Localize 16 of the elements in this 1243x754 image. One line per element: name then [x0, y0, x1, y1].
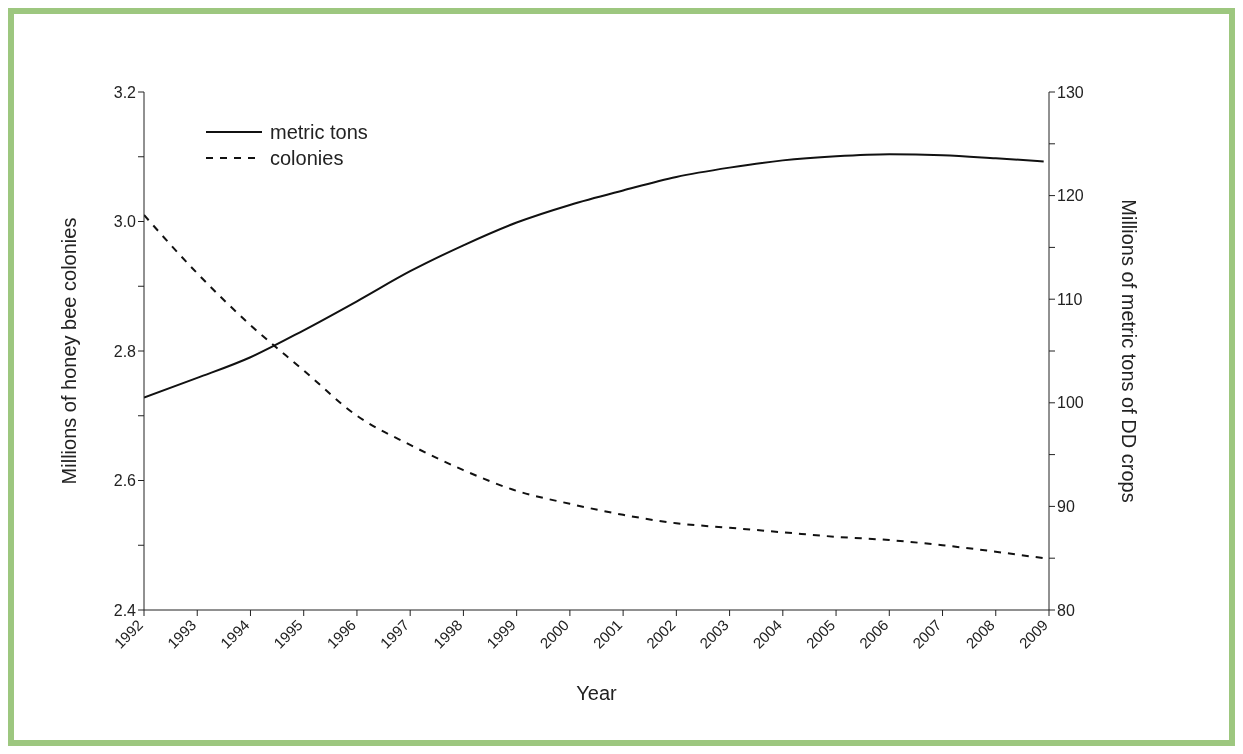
y-tick-label: 2.6: [113, 472, 137, 490]
y2-tick-label: 80: [1057, 601, 1075, 619]
y2-tick-label: 120: [1057, 187, 1084, 205]
y2-axis-title: Millions of metric tons of DD crops: [1117, 199, 1140, 503]
y-tick-label: 2.4: [113, 601, 137, 619]
legend-label: colonies: [270, 146, 344, 171]
y2-tick-label: 110: [1057, 290, 1083, 308]
y2-tick-label: 90: [1057, 498, 1075, 516]
y-tick-label: 3.0: [113, 213, 137, 231]
legend-label: metric tons: [270, 120, 368, 145]
y2-tick-label: 130: [1057, 83, 1084, 101]
y-tick-label: 2.8: [113, 342, 137, 360]
y-tick-label: 3.2: [113, 83, 137, 101]
y2-tick-label: 100: [1057, 394, 1084, 412]
y-axis-title: Millions of honey bee colonies: [58, 217, 81, 485]
x-axis-title: Year: [576, 682, 618, 704]
